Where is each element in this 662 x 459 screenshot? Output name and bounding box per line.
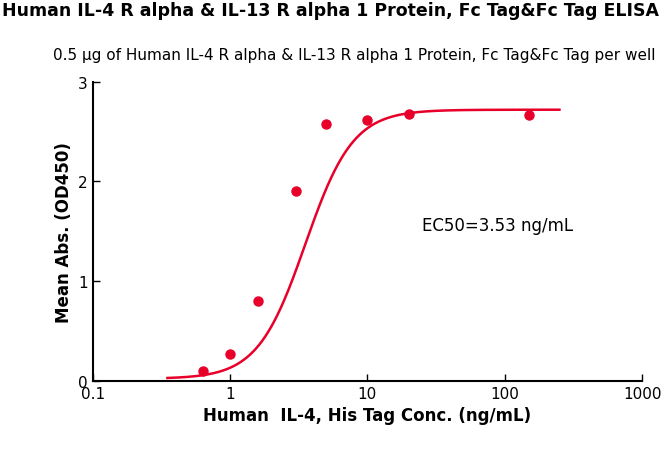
Text: EC50=3.53 ng/mL: EC50=3.53 ng/mL bbox=[422, 217, 573, 235]
Text: 0.5 μg of Human IL-4 R alpha & IL-13 R alpha 1 Protein, Fc Tag&Fc Tag per well: 0.5 μg of Human IL-4 R alpha & IL-13 R a… bbox=[53, 48, 655, 63]
X-axis label: Human  IL-4, His Tag Conc. (ng/mL): Human IL-4, His Tag Conc. (ng/mL) bbox=[203, 406, 532, 424]
Text: Human IL-4 R alpha & IL-13 R alpha 1 Protein, Fc Tag&Fc Tag ELISA: Human IL-4 R alpha & IL-13 R alpha 1 Pro… bbox=[3, 2, 659, 20]
Y-axis label: Mean Abs. (OD450): Mean Abs. (OD450) bbox=[54, 141, 73, 322]
